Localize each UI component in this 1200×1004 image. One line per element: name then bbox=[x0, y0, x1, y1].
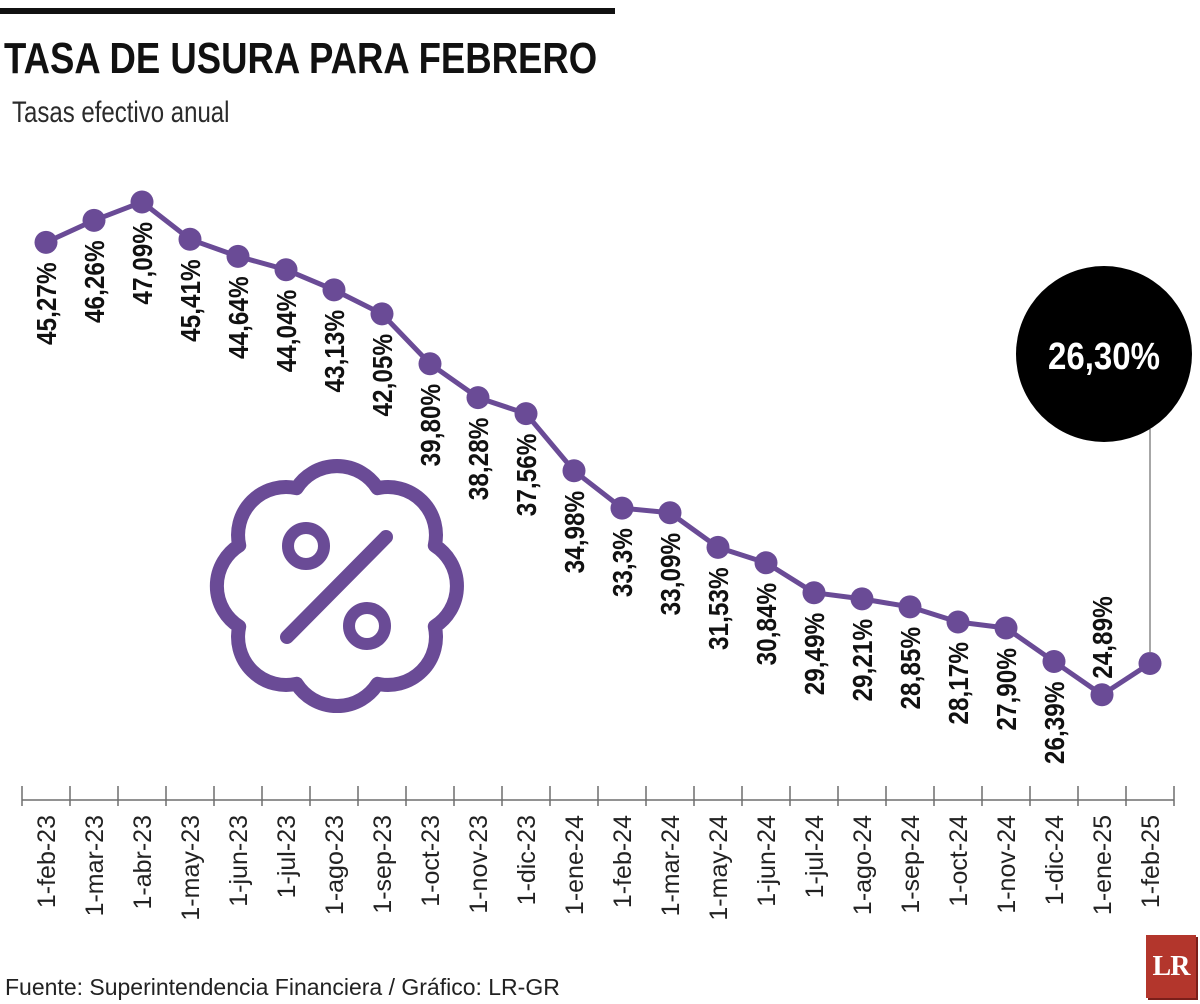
value-label: 42,05% bbox=[366, 334, 398, 417]
x-tick-label: 1-abr-23 bbox=[129, 815, 157, 910]
x-tick-label: 1-oct-23 bbox=[417, 815, 445, 907]
data-point bbox=[466, 386, 490, 410]
percent-ring-top bbox=[282, 522, 330, 570]
x-tick-label: 1-feb-24 bbox=[609, 815, 637, 908]
x-tick-label: 1-sep-23 bbox=[369, 815, 397, 914]
data-point bbox=[994, 616, 1018, 640]
value-label: 34,98% bbox=[558, 491, 590, 574]
value-label: 39,80% bbox=[414, 384, 446, 467]
data-point bbox=[850, 587, 874, 611]
callout-circle bbox=[1016, 266, 1192, 442]
x-tick-label: 1-jul-23 bbox=[273, 815, 301, 898]
data-point bbox=[1138, 652, 1162, 675]
x-axis bbox=[21, 786, 1175, 806]
value-label: 26,39% bbox=[1038, 682, 1070, 765]
data-point bbox=[514, 402, 538, 426]
x-tick-label: 1-ene-25 bbox=[1089, 815, 1117, 915]
percent-badge-icon bbox=[209, 459, 464, 713]
data-point bbox=[562, 459, 586, 483]
x-tick-label: 1-jul-24 bbox=[801, 815, 829, 898]
data-point bbox=[706, 535, 730, 559]
x-tick-label: 1-ago-24 bbox=[849, 815, 877, 915]
percent-slash bbox=[280, 530, 393, 644]
chart-subtitle: Tasas efectivo anual bbox=[12, 96, 230, 129]
x-ticks bbox=[21, 786, 1175, 806]
x-tick-label: 1-jun-23 bbox=[225, 815, 253, 907]
value-label: 45,27% bbox=[30, 262, 62, 345]
x-tick-labels: 1-feb-23 1-mar-23 1-abr-23 1-may-23 1-jun-23… bbox=[33, 815, 1165, 921]
value-label: 29,49% bbox=[798, 613, 830, 696]
value-label: 38,28% bbox=[462, 418, 494, 501]
data-point bbox=[1042, 650, 1066, 673]
data-point bbox=[802, 581, 826, 605]
value-label: 45,41% bbox=[174, 259, 206, 342]
value-labels: 45,27% 46,26% 47,09% 45,41% 44,64% 44,04% 43,1… bbox=[30, 222, 1118, 764]
value-label: 27,90% bbox=[990, 648, 1022, 731]
value-label: 33,3% bbox=[606, 528, 638, 597]
value-label: 47,09% bbox=[126, 222, 158, 305]
x-tick-label: 1-oct-24 bbox=[945, 815, 973, 907]
data-point bbox=[178, 227, 202, 251]
callout-label: 26,30% bbox=[1048, 336, 1160, 378]
series-line bbox=[43, 199, 1153, 698]
data-point bbox=[322, 278, 346, 302]
x-tick-label: 1-ago-23 bbox=[321, 815, 349, 915]
x-tick-label: 1-feb-23 bbox=[33, 815, 61, 908]
value-label: 33,09% bbox=[654, 533, 686, 616]
x-tick-label: 1-mar-23 bbox=[81, 815, 109, 916]
value-label: 28,17% bbox=[942, 642, 974, 725]
badge-outline bbox=[209, 459, 464, 713]
x-tick-label: 1-may-24 bbox=[705, 815, 733, 921]
x-tick-label: 1-nov-23 bbox=[465, 815, 493, 914]
chart-title: TASA DE USURA PARA FEBRERO bbox=[4, 34, 598, 83]
x-tick-label: 1-ene-24 bbox=[561, 815, 589, 915]
source-credit: Fuente: Superintendencia Financiera / Gr… bbox=[5, 974, 560, 1000]
data-points bbox=[34, 190, 1162, 707]
value-label: 43,13% bbox=[318, 310, 350, 393]
data-point bbox=[370, 302, 394, 326]
data-point bbox=[898, 595, 922, 619]
top-rule bbox=[0, 8, 615, 14]
x-tick-label: 1-jun-24 bbox=[753, 815, 781, 907]
data-point bbox=[754, 551, 778, 575]
data-point bbox=[130, 190, 154, 214]
value-label: 30,84% bbox=[750, 583, 782, 666]
value-label: 31,53% bbox=[702, 567, 734, 650]
value-label: 28,85% bbox=[894, 627, 926, 710]
data-point bbox=[418, 352, 442, 376]
x-tick-label: 1-feb-25 bbox=[1137, 815, 1165, 908]
x-tick-label: 1-mar-24 bbox=[657, 815, 685, 917]
x-tick-label: 1-dic-24 bbox=[1041, 815, 1069, 905]
x-tick-label: 1-dic-23 bbox=[513, 815, 541, 905]
data-point bbox=[82, 208, 106, 232]
x-tick-label: 1-nov-24 bbox=[993, 815, 1021, 914]
x-tick-label: 1-may-23 bbox=[177, 815, 205, 921]
data-point bbox=[658, 501, 682, 525]
data-point bbox=[610, 496, 634, 520]
data-point bbox=[1090, 683, 1114, 707]
percent-ring-bottom bbox=[343, 602, 391, 650]
value-label: 37,56% bbox=[510, 434, 542, 517]
callout: 26,30% bbox=[1016, 266, 1192, 653]
data-point bbox=[946, 610, 970, 634]
value-label: 46,26% bbox=[78, 240, 110, 323]
value-label: 29,21% bbox=[846, 619, 878, 702]
data-point bbox=[274, 258, 298, 282]
data-point bbox=[226, 244, 250, 268]
value-label: 24,89% bbox=[1086, 596, 1118, 679]
x-tick-label: 1-sep-24 bbox=[897, 815, 925, 914]
lr-logo: LR bbox=[1146, 935, 1196, 998]
data-point bbox=[34, 230, 58, 254]
value-label: 44,04% bbox=[270, 290, 302, 373]
value-label: 44,64% bbox=[222, 276, 254, 359]
